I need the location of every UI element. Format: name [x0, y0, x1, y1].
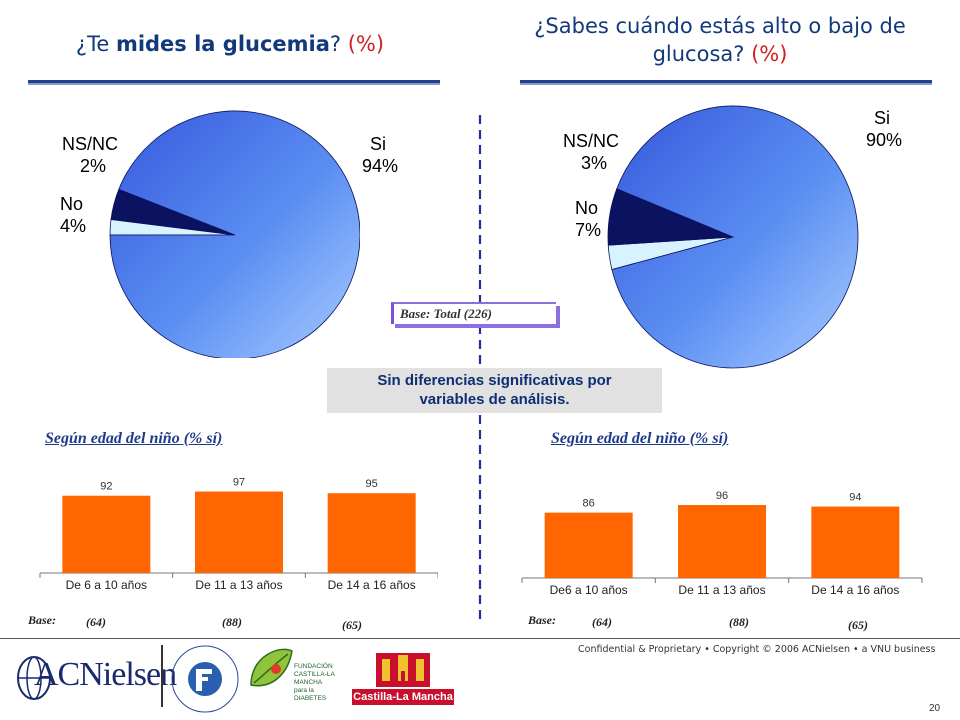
pie-right-label-nsnc: NS/NC 3% — [563, 130, 619, 174]
pie-chart-right — [607, 105, 859, 369]
bar-right-base-label: Base: — [528, 613, 556, 627]
note-line2: variables de análisis. — [419, 391, 570, 408]
section-heading-left: Según edad del niño (% sí) — [45, 430, 223, 447]
bar-right-category-label-1: De6 a 10 años — [550, 583, 628, 597]
pie-chart-left — [109, 110, 360, 358]
pie-right-si-name: Si — [874, 108, 891, 128]
bar-right-value-label-2: 96 — [716, 490, 728, 502]
bar-left-value-label-3: 95 — [366, 478, 378, 490]
fcm-line2: CASTILLA-LA MANCHA — [294, 671, 335, 686]
bar-left-value-label-1: 92 — [100, 481, 112, 493]
castle-icon — [376, 653, 430, 687]
bar-left-base-3: (65) — [342, 618, 362, 632]
bar-left-bar-2 — [195, 491, 283, 573]
bar-left-bar-1 — [62, 495, 151, 573]
confidential-notice: Confidential & Proprietary • Copyright ©… — [578, 644, 936, 655]
bar-left-base-1: (64) — [86, 615, 106, 629]
bar-left-bar-3 — [327, 493, 416, 573]
right-title-line1: ¿Sabes cuándo estás alto o bajo de — [534, 14, 906, 38]
pie-right-nsnc-value: 3% — [581, 153, 608, 173]
pie-left-label-si: Si 94% — [362, 133, 398, 177]
right-title-pct: (%) — [751, 42, 788, 66]
fundacion-diabetes-logo — [170, 644, 240, 714]
right-title-rule — [520, 80, 932, 85]
base-total-box: Base: Total (226) — [391, 302, 556, 324]
pie-right-si-value: 90% — [866, 130, 903, 150]
base-total-text: Base: Total (226) — [400, 306, 492, 321]
bar-right-base-2: (88) — [729, 615, 749, 629]
bar-left-base-2: (88) — [222, 615, 242, 629]
left-title-rule — [28, 80, 440, 85]
section-heading-right: Según edad del niño (% sí) — [551, 430, 729, 447]
acnielsen-globe-icon — [17, 656, 51, 700]
pie-right-nsnc-name: NS/NC — [563, 131, 620, 151]
bar-left-category-label-3: De 14 a 16 años — [328, 578, 416, 592]
left-title-prefix: ¿Te — [75, 32, 116, 56]
left-title-bold: mides la glucemia — [115, 32, 330, 56]
logo-separator — [161, 645, 163, 707]
pie-left-nsnc-value: 2% — [80, 156, 107, 176]
pie-left-slice-si — [109, 110, 360, 358]
bar-right-bar-3 — [811, 506, 900, 578]
bar-right-bar-2 — [678, 505, 766, 578]
right-title: ¿Sabes cuándo estás alto o bajo de gluco… — [500, 12, 940, 68]
left-title-suffix: ? — [329, 32, 348, 56]
bar-right-value-label-1: 86 — [583, 498, 595, 510]
castilla-la-mancha-logo: Castilla-La Mancha — [352, 645, 454, 707]
pie-right-no-value: 7% — [575, 220, 602, 240]
bar-right-value-label-3: 94 — [849, 492, 861, 504]
bar-right-category-label-2: De 11 a 13 años — [678, 583, 765, 597]
no-differences-note: Sin diferencias significativas por varia… — [327, 368, 662, 413]
pie-left-label-nsnc: NS/NC 2% — [62, 133, 118, 177]
pie-right-label-si: Si 90% — [866, 107, 902, 151]
page-number: 20 — [929, 703, 941, 714]
left-title: ¿Te mides la glucemia? (%) — [20, 30, 440, 58]
left-title-pct: (%) — [347, 32, 385, 56]
right-title-line2: glucosa? — [652, 42, 752, 66]
bar-left-category-label-2: De 11 a 13 años — [195, 578, 282, 592]
pie-left-no-name: No — [60, 194, 84, 214]
footer-rule — [0, 638, 960, 639]
bar-left-value-label-2: 97 — [233, 477, 245, 489]
pie-right-slice-si — [611, 105, 859, 369]
center-divider — [478, 115, 482, 620]
acnielsen-logo: ACNielsen — [12, 650, 177, 705]
fundacion-diabetes-emblem-icon — [171, 645, 239, 713]
fundacion-clm-logo: FUNDACIÓN CASTILLA-LA MANCHA para la DIA… — [246, 645, 344, 705]
fcm-line3: para la DIABETES — [294, 687, 327, 702]
pie-right-no-name: No — [575, 198, 599, 218]
bar-left-category-label-1: De 6 a 10 años — [66, 578, 147, 592]
acnielsen-logo-text: ACNielsen — [34, 656, 177, 693]
note-line1: Sin diferencias significativas por — [377, 372, 612, 389]
pie-left-si-value: 94% — [362, 156, 399, 176]
bar-right-category-label-3: De 14 a 16 años — [811, 583, 899, 597]
bar-right-base-1: (64) — [592, 615, 612, 629]
leaf-icon — [250, 648, 293, 687]
fcm-line1: FUNDACIÓN — [294, 663, 333, 670]
pie-left-no-value: 4% — [60, 216, 87, 236]
bar-right-base-3: (65) — [848, 618, 868, 632]
pie-left-label-no: No 4% — [60, 193, 86, 237]
pie-left-si-name: Si — [370, 134, 387, 154]
pie-right-label-no: No 7% — [575, 197, 601, 241]
bar-chart-left: 92 De 6 a 10 años 97 De 11 a 13 años 95 De 14… — [39, 477, 438, 592]
pie-left-nsnc-name: NS/NC — [62, 134, 119, 154]
bar-left-base-label: Base: — [28, 613, 56, 627]
bar-right-bar-1 — [544, 512, 633, 578]
bar-chart-right: 86 De6 a 10 años 96 De 11 a 13 años 94 De 14 … — [521, 490, 923, 597]
castilla-la-mancha-text: Castilla-La Mancha — [352, 689, 454, 705]
